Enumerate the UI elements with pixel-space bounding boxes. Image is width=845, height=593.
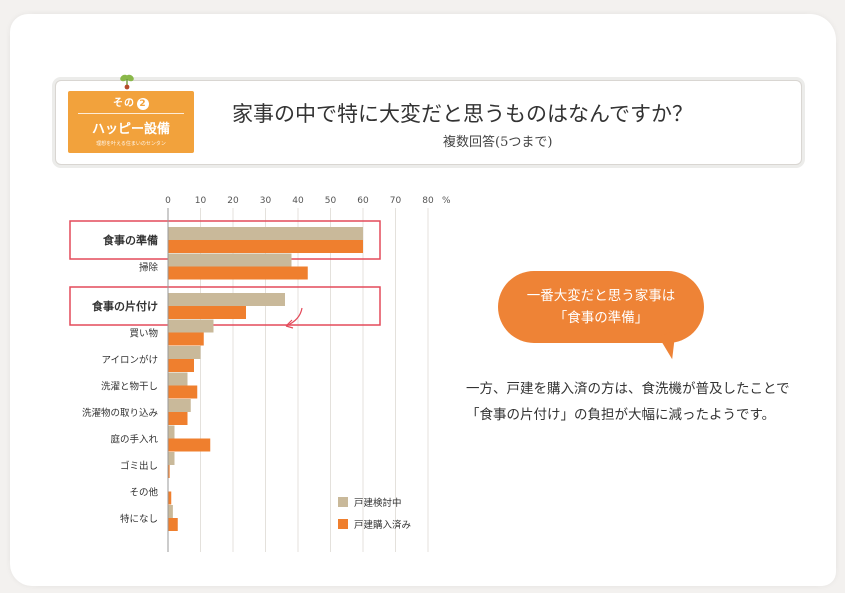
x-tick-label: 20 [227, 196, 239, 206]
bar-series-2 [168, 240, 363, 253]
annotation-arrow [285, 307, 303, 327]
bar-series-1 [168, 452, 175, 465]
category-label: 庭の手入れ [110, 434, 158, 446]
x-tick-label: 40 [292, 196, 304, 206]
page-title: 家事の中で特に大変だと思うものはなんですか？ [232, 102, 693, 126]
callout-bubble: 一番大変だと思う家事は 「食事の準備」 [498, 271, 704, 343]
section-badge: その 2 ハッピー設備 理想を叶える住まいのセンタン [68, 91, 194, 153]
x-tick-label: 70 [390, 196, 402, 206]
badge-subtitle: 理想を叶える住まいのセンタン [96, 141, 166, 147]
bar-series-2 [168, 438, 211, 452]
bar-series-1 [168, 346, 201, 359]
x-tick-label: 0 [165, 196, 171, 206]
bar-series-2 [168, 359, 194, 372]
bar-series-1 [168, 227, 363, 240]
bar-series-1 [168, 505, 173, 518]
bar-series-1 [168, 293, 285, 306]
annotation-arrow-head [285, 319, 294, 329]
category-label: 掃除 [139, 262, 159, 274]
bar-series-1 [168, 319, 214, 333]
category-label: 買い物 [129, 328, 158, 340]
legend-swatch [338, 519, 348, 529]
legend-label: 戸建購入済み [354, 519, 411, 531]
category-label: 洗濯物の取り込み [82, 407, 158, 419]
x-tick-label: 60 [357, 196, 369, 206]
badge-title: ハッピー設備 [91, 122, 170, 137]
legend-label: 戸建検討中 [354, 497, 402, 509]
x-tick-label: 10 [195, 196, 207, 206]
legend-swatch [338, 497, 348, 507]
bar-series-2 [168, 465, 170, 478]
category-label: 洗濯と物干し [101, 381, 158, 393]
badge-divider [78, 113, 184, 114]
bar-series-1 [168, 425, 175, 439]
bar-series-2 [168, 306, 246, 319]
category-label: アイロンがけ [101, 354, 158, 366]
x-tick-label: 50 [325, 196, 337, 206]
bar-series-2 [168, 385, 198, 399]
category-label: 特になし [120, 513, 158, 525]
category-label: 食事の準備 [103, 233, 158, 247]
description-line-1: 一方、戸建を購入済の方は、食洗機が普及したことで [466, 381, 790, 397]
x-tick-label: 30 [260, 196, 272, 206]
badge-number: その 2 [68, 94, 194, 110]
description-line-2: 「食事の片付け」の負担が大幅に減ったようです。 [466, 407, 776, 423]
x-unit-label: % [442, 196, 451, 206]
callout-line-2: 「食事の準備」 [553, 310, 649, 326]
bar-series-2 [168, 412, 188, 425]
sprout-icon [120, 74, 134, 90]
description-text: 一方、戸建を購入済の方は、食洗機が普及したことで 「食事の片付け」の負担が大幅に… [466, 376, 826, 428]
bar-series-1 [168, 372, 188, 386]
highlight-box [69, 286, 381, 326]
bar-series-1 [168, 253, 292, 267]
category-label: その他 [129, 487, 158, 499]
x-tick-label: 80 [422, 196, 434, 206]
callout-line-1: 一番大変だと思う家事は [526, 288, 676, 304]
bar-series-2 [168, 266, 308, 280]
bar-series-2 [168, 491, 172, 505]
bar-series-2 [168, 332, 204, 346]
bar-series-2 [168, 518, 178, 531]
page-subtitle: 複数回答(5つまで) [443, 135, 553, 150]
category-label: ゴミ出し [120, 460, 158, 472]
bar-series-1 [168, 399, 191, 412]
category-label: 食事の片付け [92, 299, 158, 313]
